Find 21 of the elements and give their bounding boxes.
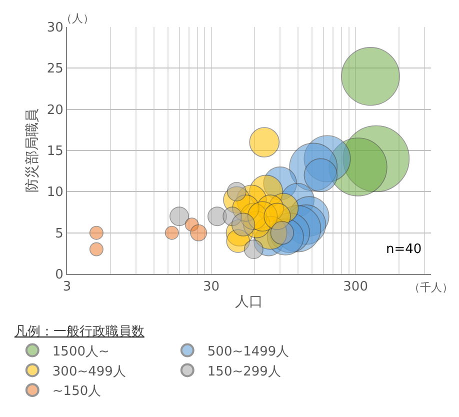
x-tick-label: 30 [203, 280, 220, 295]
y-tick-label: 10 [46, 185, 64, 200]
y-tick-label: 15 [46, 144, 64, 160]
y-tick-label: 20 [46, 102, 64, 118]
annotation: n=40 [386, 242, 422, 257]
legend-title: 凡例：一般行政職員数 [14, 324, 144, 340]
legend-label: 500~1499人 [207, 344, 290, 360]
text: （千人） [409, 281, 453, 294]
y-tick-label: 30 [46, 20, 64, 36]
x-tick-label: 300 [343, 280, 368, 295]
y-tick-label: 5 [55, 226, 64, 242]
legend-label: 150~299人 [207, 364, 281, 380]
legend-label: 300~499人 [52, 364, 126, 380]
y-tick-label: 0 [55, 268, 64, 283]
legend-label: ~150人 [52, 384, 102, 400]
y-axis-title: 防災部局職員 [24, 108, 40, 192]
y-tick-label: 25 [46, 62, 64, 77]
text: （人） [61, 12, 94, 25]
x-axis-title: 人口 [235, 294, 263, 310]
x-tick-label: 3 [62, 280, 72, 295]
legend-label: 1500人~ [52, 344, 110, 360]
